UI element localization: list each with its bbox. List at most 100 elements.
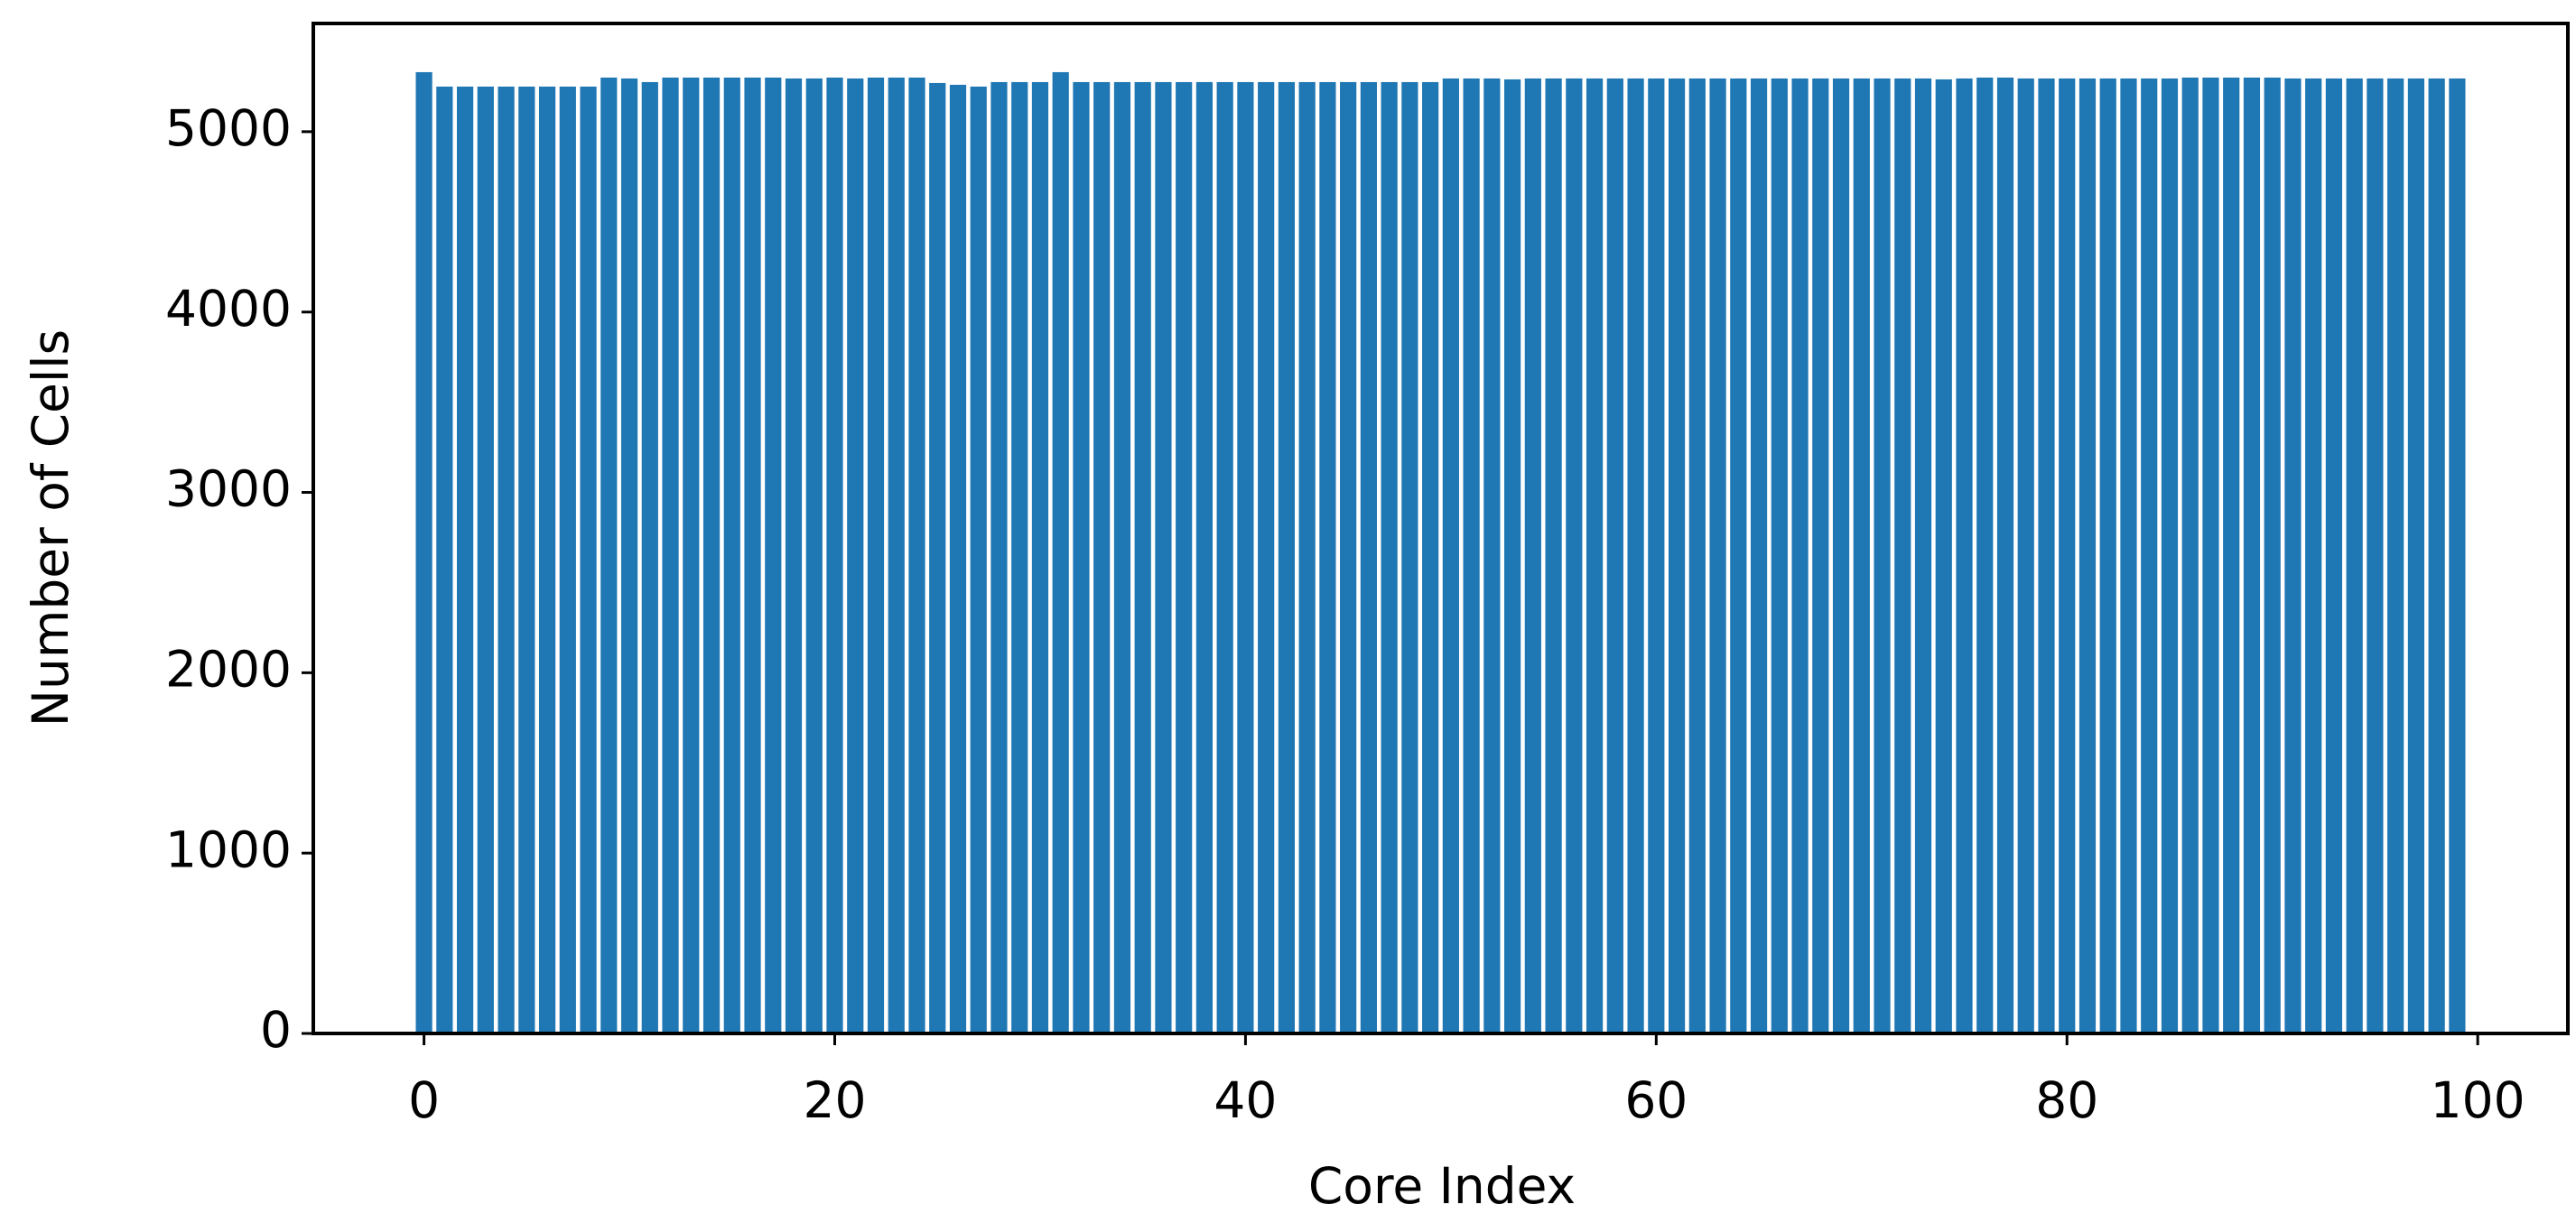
bar [1401, 81, 1418, 1033]
bar [1996, 77, 2014, 1034]
bar [1195, 81, 1214, 1033]
bar [415, 71, 432, 1033]
bar [949, 84, 967, 1033]
bar [1832, 78, 1850, 1033]
bar [2449, 78, 2466, 1033]
bar [990, 81, 1008, 1033]
bar [1791, 78, 1809, 1033]
bar [1216, 81, 1233, 1033]
bar [1381, 81, 1398, 1033]
bar [1155, 81, 1172, 1033]
bar [2161, 78, 2179, 1033]
bar [1566, 78, 1583, 1033]
y-tick-label: 1000 [165, 820, 292, 878]
bar [1442, 78, 1459, 1033]
x-tick-label: 80 [2035, 1071, 2098, 1129]
bar [1011, 81, 1028, 1033]
bar [2202, 77, 2219, 1034]
bar [1278, 81, 1296, 1033]
bar [1463, 78, 1480, 1033]
y-tick-label: 0 [260, 1001, 292, 1059]
bar [723, 77, 740, 1034]
bar [1668, 78, 1686, 1033]
bar [702, 77, 721, 1034]
bar [1340, 81, 1357, 1033]
bar [2325, 78, 2343, 1033]
bar [1976, 77, 1994, 1034]
bar [1874, 78, 1891, 1033]
bar [1298, 81, 1316, 1033]
bar [1935, 79, 1952, 1034]
bar [2407, 78, 2425, 1033]
bar [498, 86, 515, 1033]
bar [1319, 81, 1336, 1033]
bar [1606, 78, 1623, 1033]
bar [1812, 78, 1829, 1033]
x-tick-label: 0 [408, 1071, 440, 1129]
bar [2120, 78, 2137, 1033]
bar [1894, 78, 1911, 1033]
bar [1422, 81, 1439, 1033]
y-tick-label: 2000 [165, 640, 292, 698]
bar [2346, 78, 2363, 1033]
bar [2038, 78, 2055, 1033]
bar [908, 77, 925, 1034]
bar [2059, 78, 2076, 1033]
y-axis-label: Number of Cells [22, 329, 79, 727]
bar [641, 81, 658, 1033]
bar [847, 78, 864, 1033]
bar [2078, 78, 2097, 1033]
bar [2428, 78, 2445, 1033]
bar [1648, 78, 1665, 1033]
bar [1483, 78, 1501, 1033]
bar [600, 77, 618, 1034]
bar [1524, 78, 1541, 1033]
x-tick-label: 60 [1624, 1071, 1688, 1129]
plot-frame [312, 22, 2570, 1035]
bar [970, 86, 987, 1033]
bar [1956, 78, 1973, 1033]
x-tick-label: 20 [804, 1071, 867, 1129]
bar [1113, 81, 1131, 1033]
bar [2367, 78, 2384, 1033]
bar [2223, 77, 2240, 1034]
bar [785, 78, 803, 1033]
bar [559, 86, 576, 1033]
bar [1073, 81, 1090, 1033]
bar [888, 77, 905, 1034]
bar [538, 86, 556, 1033]
y-tick-label: 4000 [165, 280, 292, 338]
bar [1176, 81, 1193, 1033]
bar [1093, 81, 1111, 1033]
y-tick-label: 5000 [165, 99, 292, 157]
bar [1504, 79, 1521, 1034]
bar [1627, 78, 1644, 1033]
x-tick-label: 40 [1214, 1071, 1277, 1129]
bar [620, 78, 638, 1033]
bar [2099, 78, 2116, 1033]
x-axis-label: Core Index [1308, 1157, 1576, 1215]
bar [436, 86, 453, 1033]
bar [1360, 81, 1377, 1033]
bar [477, 86, 494, 1033]
bar [1914, 78, 1932, 1033]
bar [518, 86, 535, 1033]
bar [1237, 81, 1254, 1033]
bar [744, 77, 761, 1034]
bar [2305, 78, 2322, 1033]
bar [1771, 78, 1788, 1033]
bar [1052, 71, 1069, 1033]
bar [1258, 81, 1275, 1033]
bar [805, 78, 823, 1033]
bar [662, 77, 679, 1034]
bar [456, 86, 474, 1033]
bar [2181, 77, 2199, 1034]
bar [867, 77, 885, 1034]
bar [2387, 78, 2404, 1033]
x-tick-label: 100 [2431, 1071, 2525, 1129]
bar [1688, 78, 1706, 1033]
bar [2141, 78, 2158, 1033]
bar [2243, 77, 2261, 1034]
bar [765, 77, 782, 1034]
